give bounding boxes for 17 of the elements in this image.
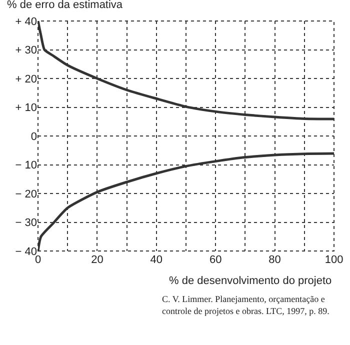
text: C. V. Limmer. Planejamento, orçamentação e controle de projetos e obras. LTC, 1997, p. 89. (162, 293, 330, 318)
x-tick-label: 60 (209, 254, 222, 266)
x-tick-label: 100 (324, 254, 344, 266)
y-tick-label: − 30 (15, 217, 37, 230)
x-axis-title: % de desenvolvimento do projeto (169, 275, 332, 287)
y-tick-label: + 40 (15, 16, 37, 28)
y-tick-label: + 20 (15, 73, 37, 86)
y-tick-label: + 10 (15, 102, 37, 114)
x-tick-label: 80 (268, 254, 281, 266)
y-tick-label: − 10 (15, 160, 37, 172)
y-tick-label: + 30 (15, 44, 37, 57)
y-tick-label: 0 (30, 130, 37, 143)
y-axis-title: % de erro da estimativa (7, 0, 124, 11)
x-tick-label: 40 (150, 254, 163, 266)
x-tick-label: 20 (91, 254, 104, 266)
y-tick-label: − 40 (15, 246, 37, 258)
y-tick-label: − 20 (15, 188, 37, 200)
